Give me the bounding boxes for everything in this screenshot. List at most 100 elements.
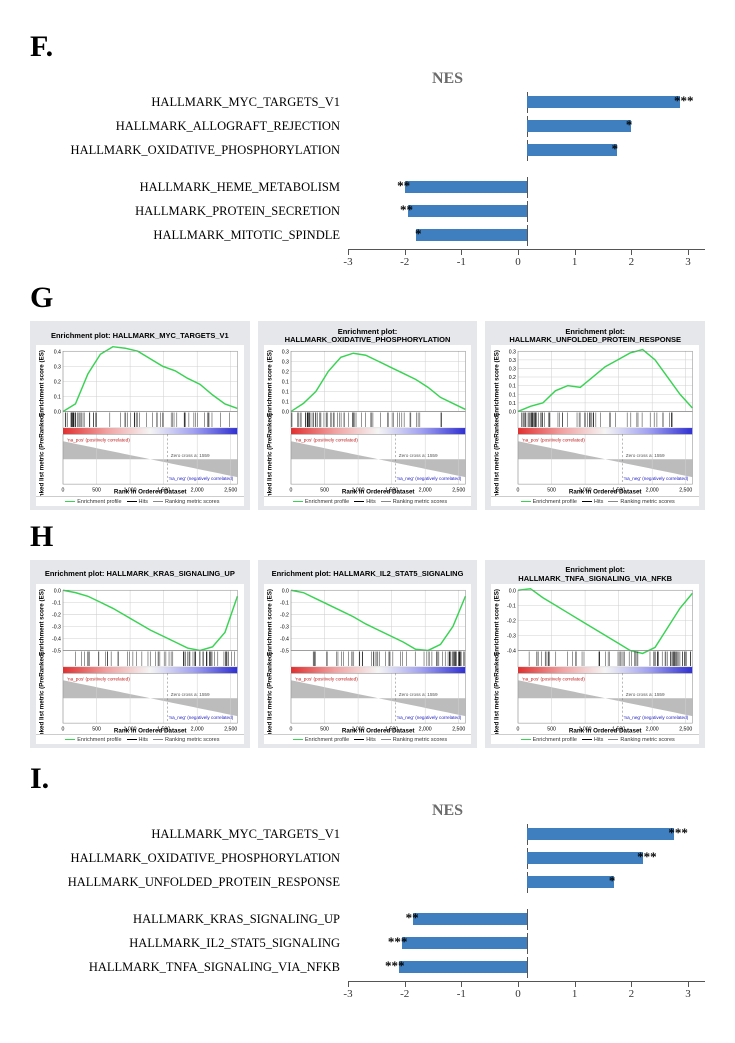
bar-label: HALLMARK_OXIDATIVE_PHOSPHORYLATION (40, 851, 348, 866)
svg-text:500: 500 (320, 726, 329, 732)
gsea-legend: Enrichment profileHitsRanking metric sco… (36, 496, 244, 506)
bar-plot-area: ** (348, 909, 705, 930)
bar-row: HALLMARK_MITOTIC_SPINDLE* (40, 225, 705, 246)
svg-text:'na_pos' (positively correlate: 'na_pos' (positively correlated) (67, 438, 130, 443)
significance-marker: ** (406, 909, 419, 927)
svg-text:Ranked list metric (PreRanked): Ranked list metric (PreRanked) (38, 413, 45, 495)
svg-text:Rank in Ordered Dataset: Rank in Ordered Dataset (114, 727, 187, 734)
svg-text:Enrichment score (ES): Enrichment score (ES) (266, 589, 273, 656)
bar-row: HALLMARK_IL2_STAT5_SIGNALING*** (40, 933, 705, 954)
bar-label: HALLMARK_MYC_TARGETS_V1 (40, 827, 348, 842)
significance-marker: *** (637, 848, 657, 866)
bar-row: HALLMARK_MYC_TARGETS_V1 *** (40, 824, 705, 845)
svg-text:0.0: 0.0 (54, 588, 61, 594)
svg-text:Zero cross at 1559: Zero cross at 1559 (398, 453, 437, 458)
gsea-plot-title: Enrichment plot:HALLMARK_OXIDATIVE_PHOSP… (264, 327, 472, 345)
svg-text:Ranked list metric (PreRanked): Ranked list metric (PreRanked) (266, 652, 273, 734)
svg-text:-0.4: -0.4 (280, 636, 289, 642)
svg-text:-0.3: -0.3 (280, 624, 289, 630)
svg-text:0.0: 0.0 (509, 410, 516, 416)
panel-label-h: H (30, 520, 705, 554)
svg-text:Rank in Ordered Dataset: Rank in Ordered Dataset (342, 488, 415, 495)
bar-plot-area: *** (348, 92, 705, 113)
svg-text:0.3: 0.3 (509, 358, 516, 364)
svg-text:0.1: 0.1 (281, 389, 288, 395)
svg-text:0.3: 0.3 (281, 349, 288, 355)
bar-row: HALLMARK_MYC_TARGETS_V1*** (40, 92, 705, 113)
svg-text:500: 500 (92, 487, 101, 493)
svg-text:0.3: 0.3 (509, 367, 516, 373)
gsea-plot: Enrichment plot:HALLMARK_TNFA_SIGNALING_… (485, 560, 705, 749)
gsea-row-h: Enrichment plot: HALLMARK_KRAS_SIGNALING… (30, 560, 705, 749)
bar-row: HALLMARK_TNFA_SIGNALING_VIA_NFKB*** (40, 957, 705, 978)
bar-plot-area: * (348, 225, 705, 246)
svg-text:Rank in Ordered Dataset: Rank in Ordered Dataset (569, 727, 642, 734)
svg-text:2,500: 2,500 (680, 726, 693, 732)
svg-text:Rank in Ordered Dataset: Rank in Ordered Dataset (342, 727, 415, 734)
bar-label: HALLMARK_MITOTIC_SPINDLE (40, 228, 348, 243)
gsea-plot: Enrichment plot: HALLMARK_MYC_TARGETS_V1… (30, 321, 250, 510)
bar-label: HALLMARK_IL2_STAT5_SIGNALING (40, 936, 348, 951)
gsea-svg: Enrichment score (ES)0.0-0.1-0.2-0.3-0.4… (491, 584, 699, 735)
bar (408, 205, 527, 217)
bar-plot-area: *** (348, 933, 705, 954)
svg-text:'na_neg' (negatively correlate: 'na_neg' (negatively correlated) (169, 715, 234, 720)
gsea-plot-title: Enrichment plot: HALLMARK_IL2_STAT5_SIGN… (264, 566, 472, 584)
svg-text:0.0: 0.0 (509, 588, 516, 594)
svg-text:Zero cross at 1559: Zero cross at 1559 (171, 453, 210, 458)
bar-label: HALLMARK_UNFOLDED_PROTEIN_RESPONSE (40, 875, 348, 890)
gsea-legend: Enrichment profileHitsRanking metric sco… (36, 734, 244, 744)
gsea-legend: Enrichment profileHitsRanking metric sco… (491, 734, 699, 744)
svg-text:'na_neg' (negatively correlate: 'na_neg' (negatively correlated) (624, 715, 689, 720)
svg-text:0: 0 (517, 487, 520, 493)
panel-label-g: G (30, 281, 705, 315)
bar-plot-area: * (348, 872, 705, 893)
bar (527, 876, 615, 888)
svg-text:0.2: 0.2 (509, 375, 516, 381)
panel-label-i: I. (30, 762, 705, 796)
gsea-svg: Enrichment score (ES)0.0-0.1-0.2-0.3-0.4… (36, 584, 244, 735)
svg-text:'na_neg' (negatively correlate: 'na_neg' (negatively correlated) (396, 476, 461, 481)
gsea-plot: Enrichment plot:HALLMARK_UNFOLDED_PROTEI… (485, 321, 705, 510)
svg-text:0.2: 0.2 (54, 379, 61, 385)
gsea-plot: Enrichment plot: HALLMARK_IL2_STAT5_SIGN… (258, 560, 478, 749)
svg-text:0.1: 0.1 (281, 399, 288, 405)
gsea-legend: Enrichment profileHitsRanking metric sco… (264, 734, 472, 744)
svg-text:0.1: 0.1 (54, 394, 61, 400)
svg-text:2,000: 2,000 (191, 726, 204, 732)
bar-row: HALLMARK_UNFOLDED_PROTEIN_RESPONSE* (40, 872, 705, 893)
nes-title-i: NES (190, 802, 705, 820)
svg-text:-0.5: -0.5 (52, 648, 61, 654)
gsea-svg: Enrichment score (ES)0.0-0.1-0.2-0.3-0.4… (264, 584, 472, 735)
gsea-row-g: Enrichment plot: HALLMARK_MYC_TARGETS_V1… (30, 321, 705, 510)
svg-text:'na_pos' (positively correlate: 'na_pos' (positively correlated) (67, 676, 130, 681)
svg-text:500: 500 (548, 726, 557, 732)
bar-row: HALLMARK_HEME_METABOLISM** (40, 177, 705, 198)
bar (399, 961, 527, 973)
svg-text:Zero cross at 1559: Zero cross at 1559 (171, 692, 210, 697)
bar-row (40, 896, 705, 906)
svg-text:2,500: 2,500 (224, 487, 237, 493)
bar-chart-f: HALLMARK_MYC_TARGETS_V1*** HALLMARK_ALLOG… (40, 92, 705, 271)
bar-plot-area: * (348, 140, 705, 161)
svg-text:500: 500 (320, 487, 329, 493)
bar-plot-area: *** (348, 957, 705, 978)
significance-marker: *** (668, 824, 688, 842)
svg-text:-0.2: -0.2 (52, 612, 61, 618)
bar-label: HALLMARK_PROTEIN_SECRETION (40, 204, 348, 219)
svg-text:2,000: 2,000 (646, 487, 659, 493)
significance-marker: * (612, 140, 619, 158)
bar-label: HALLMARK_ALLOGRAFT_REJECTION (40, 119, 348, 134)
bar-plot-area: *** (348, 848, 705, 869)
svg-text:0.1: 0.1 (509, 392, 516, 398)
svg-text:-0.2: -0.2 (507, 618, 516, 624)
bar (405, 181, 527, 193)
gsea-plot-title: Enrichment plot:HALLMARK_TNFA_SIGNALING_… (491, 566, 699, 584)
svg-text:Ranked list metric (PreRanked): Ranked list metric (PreRanked) (494, 652, 501, 734)
gsea-plot-title: Enrichment plot: HALLMARK_KRAS_SIGNALING… (36, 566, 244, 584)
svg-text:0.3: 0.3 (509, 349, 516, 355)
gsea-plot-title: Enrichment plot:HALLMARK_UNFOLDED_PROTEI… (491, 327, 699, 345)
bar-chart-i: HALLMARK_MYC_TARGETS_V1***HALLMARK_OXIDA… (40, 824, 705, 1003)
svg-text:-0.5: -0.5 (280, 648, 289, 654)
svg-text:0.3: 0.3 (281, 359, 288, 365)
